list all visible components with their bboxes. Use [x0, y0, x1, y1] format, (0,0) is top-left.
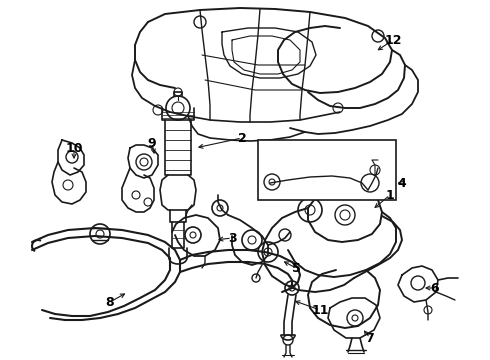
Text: 6: 6	[431, 282, 440, 294]
Text: 1: 1	[386, 189, 394, 202]
Bar	[258, 140, 396, 200]
Text: 11: 11	[311, 303, 329, 316]
Text: 8: 8	[106, 296, 114, 309]
Text: 7: 7	[366, 332, 374, 345]
Text: 5: 5	[292, 261, 300, 275]
Text: 2: 2	[238, 131, 246, 144]
Text: 3: 3	[228, 231, 236, 244]
Text: 12: 12	[384, 33, 402, 46]
Text: 4: 4	[397, 176, 406, 189]
Text: 10: 10	[65, 141, 83, 154]
Text: 9: 9	[147, 136, 156, 149]
